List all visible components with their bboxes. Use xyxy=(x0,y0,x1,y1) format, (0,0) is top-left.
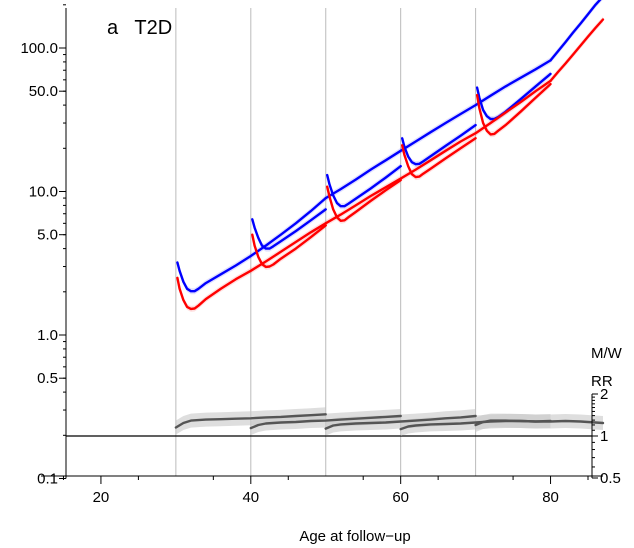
left-tick-label: 1.0 xyxy=(37,327,58,344)
right-tick-label: 0.5 xyxy=(600,470,621,487)
series-line-women xyxy=(401,137,477,179)
series-line-ratio xyxy=(174,413,327,429)
left-tick-label: 0.1 xyxy=(37,471,58,488)
series-line-men xyxy=(549,0,602,62)
series-line-women xyxy=(176,222,327,311)
series-line-men xyxy=(324,59,552,200)
left-y-axis: 0.1 0.5 1.0 5.0 10.0 50.0 100.0 xyxy=(20,4,67,488)
series-line-women xyxy=(326,178,402,223)
left-tick-label: 100.0 xyxy=(20,40,58,57)
series-line-ratio xyxy=(474,419,605,427)
vertical-gridlines xyxy=(175,8,477,476)
x-axis-title: Age at follow−up xyxy=(299,528,410,545)
right-y-axis: 0.5 1 2 xyxy=(591,386,621,487)
x-tick-label: 40 xyxy=(242,489,259,506)
series-line-men xyxy=(251,208,327,250)
series-line-women xyxy=(251,224,327,269)
confidence-band xyxy=(550,0,603,64)
series-line-women xyxy=(475,82,552,136)
series-line-women xyxy=(324,79,552,225)
x-axis: 20 40 60 80 xyxy=(40,475,603,506)
left-tick-label: 10.0 xyxy=(29,184,58,201)
series-line-men xyxy=(326,164,402,208)
x-tick-label: 20 xyxy=(93,489,110,506)
chart-title: a T2D xyxy=(107,17,172,39)
left-tick-label: 0.5 xyxy=(37,370,58,387)
right-tick-label: 2 xyxy=(600,386,608,403)
series-line-women xyxy=(549,18,605,83)
confidence-band xyxy=(475,413,603,432)
right-tick-label: 1 xyxy=(600,428,608,445)
left-tick-label: 50.0 xyxy=(29,83,58,100)
confidence-bands xyxy=(175,0,603,437)
confidence-band xyxy=(177,220,326,312)
series-line-ratio xyxy=(249,414,402,430)
left-tick-label: 5.0 xyxy=(37,227,58,244)
series-line-men xyxy=(176,196,327,293)
series-line-men xyxy=(401,123,477,166)
right-axis-title-line1: M/W xyxy=(591,345,623,362)
x-tick-label: 80 xyxy=(542,489,559,506)
series-line-ratio xyxy=(324,414,477,430)
x-tick-label: 60 xyxy=(392,489,409,506)
confidence-band xyxy=(175,407,326,435)
right-axis-title-line2: RR xyxy=(591,373,613,390)
series-lines xyxy=(174,0,605,431)
